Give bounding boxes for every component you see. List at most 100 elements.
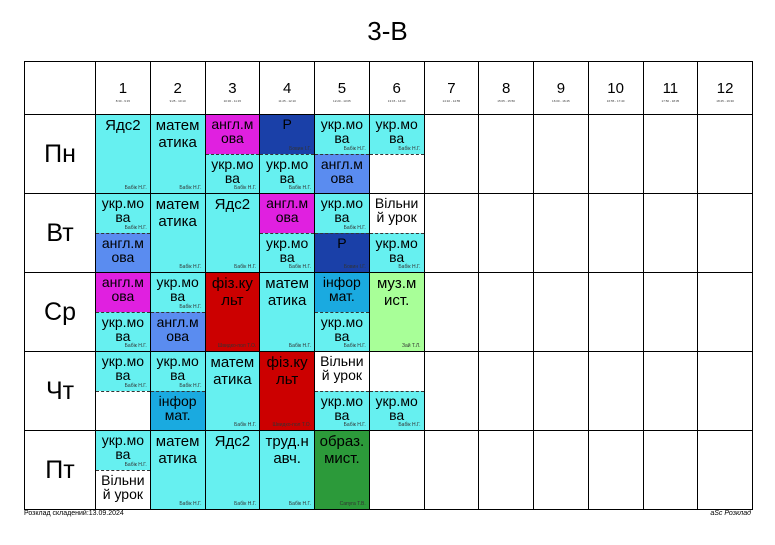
timetable-cell[interactable]: Ядс2 Бабік Н.Г. xyxy=(95,114,151,194)
lesson[interactable]: укр.мо ва Бабік Н.Г. xyxy=(96,194,150,233)
lesson-subject: Ядс2 xyxy=(105,117,141,134)
timetable-cell[interactable]: Ядс2 Бабік Н.Г. xyxy=(204,430,261,510)
timetable-cell[interactable]: укр.мо ва Бабік Н.Г. xyxy=(368,351,425,431)
lesson[interactable]: труд.н авч. Бабік Н.Г. xyxy=(260,431,314,509)
lesson-teacher: Бовин І.Г. xyxy=(343,264,366,270)
timetable-cell xyxy=(478,351,534,431)
lesson[interactable] xyxy=(370,352,424,391)
lesson[interactable]: укр.мо ва Бабік Н.Г. xyxy=(315,312,369,351)
lesson[interactable]: інфор мат. xyxy=(150,391,205,430)
lesson[interactable]: Ядс2 Бабік Н.Г. xyxy=(205,194,260,272)
timetable-cell xyxy=(587,430,644,510)
lesson[interactable]: муз.м ист. Зай Т.Л. xyxy=(369,273,424,351)
lesson[interactable]: англ.м ова xyxy=(96,273,150,312)
day-row: Пт укр.мо ва Бабік Н.Г. Вільни й урок матем … xyxy=(24,430,753,510)
timetable-cell[interactable]: англ.м ова укр.мо ва Бабік Н.Г. xyxy=(204,114,261,194)
lesson[interactable] xyxy=(369,154,424,193)
lesson[interactable]: англ.м ова xyxy=(205,115,260,154)
day-row: Чт укр.мо ва Бабік Н.Г. укр.мо ва Бабік Н.Г.… xyxy=(24,351,753,431)
lesson-subject: Р xyxy=(282,116,292,132)
timetable-cell[interactable]: укр.мо ва Бабік Н.Г. Вільни й урок xyxy=(95,430,151,510)
lesson[interactable]: Р Бовин І.Г. xyxy=(315,233,369,272)
lesson[interactable]: укр.мо ва Бабік Н.Г. xyxy=(315,391,369,430)
timetable-cell[interactable]: укр.мо ва Бабік Н.Г. xyxy=(95,351,151,431)
timetable-cell xyxy=(533,272,589,352)
lesson[interactable]: матем атика Бабік Н.Г. xyxy=(150,431,205,509)
timetable-cell[interactable]: фіз.ку льт Швидко-пол Т.О. xyxy=(204,272,261,352)
lesson-subject: муз.м ист. xyxy=(376,275,417,309)
timetable-cell[interactable]: образ. мист. Сапуга Т.В. xyxy=(314,430,370,510)
lesson-subject: укр.мо ва xyxy=(211,156,254,186)
lesson[interactable]: образ. мист. Сапуга Т.В. xyxy=(315,431,369,509)
timetable-cell[interactable]: матем атика Бабік Н.Г. xyxy=(149,114,206,194)
lesson[interactable]: укр.мо ва Бабік Н.Г. xyxy=(205,154,260,193)
lesson-subject: Вільни й урок xyxy=(374,195,419,225)
timetable-cell[interactable]: муз.м ист. Зай Т.Л. xyxy=(368,272,425,352)
lesson[interactable]: укр.мо ва Бабік Н.Г. xyxy=(315,194,369,233)
timetable-cell[interactable]: інфор мат. укр.мо ва Бабік Н.Г. xyxy=(314,272,370,352)
lesson[interactable]: фіз.ку льт Швидко-пол Т.О. xyxy=(205,273,260,351)
timetable-cell xyxy=(533,430,589,510)
lesson[interactable]: Вільни й урок xyxy=(96,470,150,509)
lesson[interactable]: укр.мо ва Бабік Н.Г. xyxy=(260,233,314,272)
timetable-cell[interactable]: матем атика Бабік Н.Г. xyxy=(259,272,315,352)
timetable-cell[interactable]: укр.мо ва Бабік Н.Г. англ.м ова xyxy=(314,114,370,194)
timetable-cell[interactable]: Р Бовин І.Г. укр.мо ва Бабік Н.Г. xyxy=(259,114,315,194)
lesson[interactable]: укр.мо ва Бабік Н.Г. xyxy=(96,312,150,351)
lesson[interactable]: матем атика Бабік Н.Г. xyxy=(150,194,205,272)
timetable-cell[interactable]: Ядс2 Бабік Н.Г. xyxy=(204,193,261,273)
timetable-cell[interactable]: матем атика Бабік Н.Г. xyxy=(149,193,206,273)
lesson-teacher: Бабік Н.Г. xyxy=(288,501,311,507)
timetable-cell[interactable]: матем атика Бабік Н.Г. xyxy=(149,430,206,510)
lesson[interactable]: укр.мо ва Бабік Н.Г. xyxy=(315,115,369,154)
period-header: 12 18:45 - 19:30 xyxy=(697,61,753,115)
lesson[interactable]: Ядс2 Бабік Н.Г. xyxy=(205,431,260,509)
timetable-cell[interactable]: укр.мо ва Бабік Н.Г. англ.м ова xyxy=(95,193,151,273)
lesson[interactable]: фіз.ку льт Швидко-пол Т.О. xyxy=(260,352,314,430)
timetable-cell[interactable]: укр.мо ва Бабік Н.Г. xyxy=(368,114,425,194)
day-name: Ср xyxy=(24,272,96,352)
lesson[interactable]: укр.мо ва Бабік Н.Г. xyxy=(96,431,150,470)
lesson-subject: Р xyxy=(337,235,347,251)
lesson[interactable]: матем атика Бабік Н.Г. xyxy=(150,115,205,193)
lesson[interactable]: англ.м ова xyxy=(315,154,369,193)
timetable-cell xyxy=(533,114,589,194)
lesson[interactable]: укр.мо ва Бабік Н.Г. xyxy=(369,115,424,154)
timetable-cell xyxy=(478,430,534,510)
lesson[interactable]: укр.мо ва Бабік Н.Г. xyxy=(260,154,314,193)
period-time: 9:25 - 10:10 xyxy=(169,99,186,103)
lesson[interactable] xyxy=(96,391,150,430)
lesson[interactable]: укр.мо ва Бабік Н.Г. xyxy=(96,352,150,391)
lesson-subject: матем атика xyxy=(155,433,200,467)
lesson[interactable]: Ядс2 Бабік Н.Г. xyxy=(96,115,150,193)
timetable-cell[interactable]: труд.н авч. Бабік Н.Г. xyxy=(259,430,315,510)
lesson[interactable]: англ.м ова xyxy=(260,194,314,233)
period-time: 13:15 - 14:00 xyxy=(387,99,406,103)
lesson[interactable]: англ.м ова xyxy=(150,312,205,351)
lesson[interactable]: укр.мо ва Бабік Н.Г. xyxy=(150,352,205,391)
period-time: 11:25 - 12:10 xyxy=(278,99,296,103)
day-name: Чт xyxy=(24,351,96,431)
footer-app-name: aSc Розклад xyxy=(710,510,751,517)
lesson-subject: матем атика xyxy=(265,275,309,309)
timetable-cell[interactable]: укр.мо ва Бабік Н.Г. англ.м ова xyxy=(149,272,206,352)
lesson[interactable]: укр.мо ва Бабік Н.Г. xyxy=(369,391,424,430)
timetable-cell[interactable]: англ.м ова укр.мо ва Бабік Н.Г. xyxy=(95,272,151,352)
lesson[interactable]: англ.м ова xyxy=(96,233,150,272)
timetable-cell[interactable]: Вільни й урок укр.мо ва Бабік Н.Г. xyxy=(314,351,370,431)
lesson[interactable]: укр.мо ва Бабік Н.Г. xyxy=(150,273,205,312)
lesson[interactable]: матем атика Бабік Н.Г. xyxy=(205,352,260,430)
lesson[interactable]: Вільни й урок xyxy=(370,194,424,233)
lesson[interactable]: матем атика Бабік Н.Г. xyxy=(260,273,314,351)
timetable-cell[interactable]: матем атика Бабік Н.Г. xyxy=(204,351,261,431)
lesson[interactable]: Вільни й урок xyxy=(315,352,369,391)
lesson[interactable]: укр.мо ва Бабік Н.Г. xyxy=(369,233,424,272)
timetable-cell[interactable]: укр.мо ва Бабік Н.Г. Р Бовин І.Г. xyxy=(314,193,370,273)
timetable-cell[interactable]: укр.мо ва Бабік Н.Г. інфор мат. xyxy=(149,351,206,431)
timetable-cell[interactable]: фіз.ку льт Швидко-пол Т.О. xyxy=(259,351,315,431)
lesson[interactable]: Р Бовин І.Г. xyxy=(260,115,314,154)
timetable-cell[interactable]: Вільни й урок укр.мо ва Бабік Н.Г. xyxy=(368,193,425,273)
timetable-cell[interactable]: англ.м ова укр.мо ва Бабік Н.Г. xyxy=(259,193,315,273)
lesson-teacher: Бабік Н.Г. xyxy=(124,185,147,191)
lesson[interactable]: інфор мат. xyxy=(315,273,369,312)
